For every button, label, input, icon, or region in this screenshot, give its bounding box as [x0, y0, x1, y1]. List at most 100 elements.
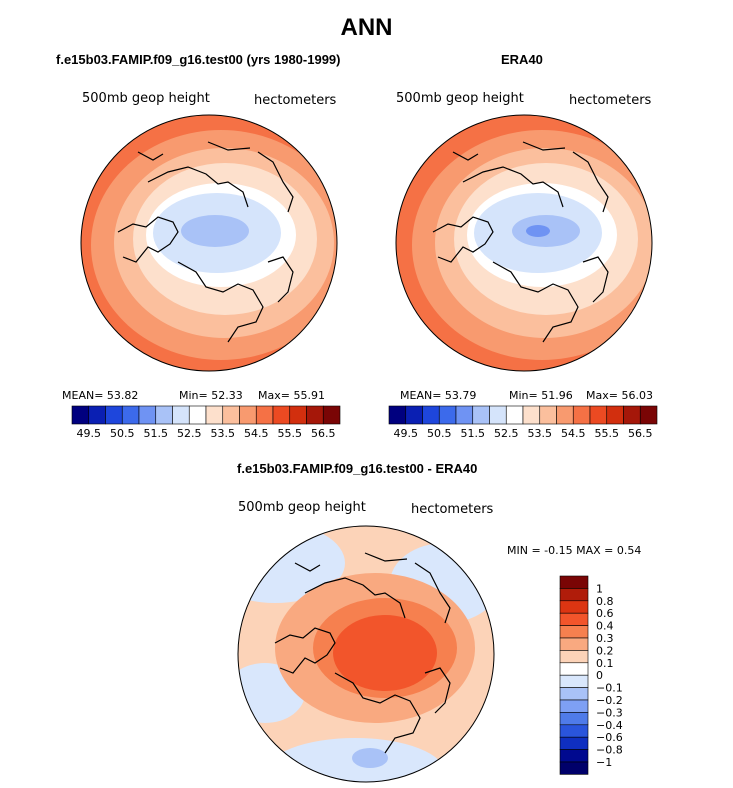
contour-fill-group [81, 115, 337, 371]
colorbar-2-swatch [489, 405, 507, 425]
panel-1-polar-map [80, 114, 338, 372]
colorbar-2-swatch [422, 405, 440, 425]
colorbar-1-swatch [239, 405, 257, 425]
panel-1-units-label: hectometers [254, 93, 337, 108]
colorbar-2-tick-label: 56.5 [628, 427, 653, 440]
colorbar-3-swatch [559, 612, 589, 626]
colorbar-3-swatch [559, 699, 589, 713]
panel-1-min-stat: Min= 52.33 [179, 389, 243, 402]
colorbar-1-swatch [222, 405, 240, 425]
panel-2-min-stat: Min= 51.96 [509, 389, 573, 402]
panel-2-mean-stat: MEAN= 53.79 [400, 389, 477, 402]
colorbar-3-tick-label: 1 [596, 582, 603, 595]
colorbar-1-swatch [289, 405, 307, 425]
colorbar-1-tick-label: 53.5 [211, 427, 236, 440]
colorbar-3-tick-label: −0.1 [596, 682, 623, 695]
colorbar-2-swatch [455, 405, 474, 425]
panel-3-title: f.e15b03.FAMIP.f09_g16.test00 - ERA40 [237, 461, 478, 476]
colorbar-1-tick-label: 50.5 [110, 427, 135, 440]
colorbar-3-tick-label: 0.4 [596, 620, 614, 633]
colorbar-1-swatch [71, 405, 90, 425]
colorbar-2-swatch [589, 405, 608, 425]
colorbar-2-swatch [606, 405, 624, 425]
colorbar-3-swatch [559, 600, 589, 614]
colorbar-2-swatch [623, 405, 641, 425]
panel-3-colorbar: 10.80.60.40.30.20.10−0.1−0.2−0.3−0.4−0.6… [559, 575, 623, 775]
colorbar-3-swatch [559, 588, 589, 602]
colorbar-1-swatch [306, 405, 324, 425]
colorbar-1-tick-label: 52.5 [177, 427, 202, 440]
colorbar-1-tick-label: 54.5 [244, 427, 269, 440]
colorbar-3-tick-label: 0.2 [596, 644, 614, 657]
colorbar-2-tick-label: 51.5 [461, 427, 486, 440]
colorbar-2-tick-label: 55.5 [595, 427, 620, 440]
colorbar-1-swatch [255, 405, 274, 425]
panel-2-colorbar: 49.5 50.5 51.5 52.5 53.5 54.5 55.5 56.5 [388, 405, 658, 440]
colorbar-2-tick-label: 53.5 [528, 427, 553, 440]
colorbar-3-swatch [559, 687, 589, 701]
colorbar-2-swatch [388, 405, 407, 425]
colorbar-3-tick-label: 0 [596, 669, 603, 682]
colorbar-2-tick-label: 54.5 [561, 427, 586, 440]
colorbar-3-swatch [559, 736, 589, 750]
colorbar-3-tick-label: −0.6 [596, 731, 623, 744]
colorbar-1-tick-label: 55.5 [278, 427, 303, 440]
colorbar-3-tick-label: 0.8 [596, 595, 614, 608]
colorbar-3-swatch [559, 662, 589, 676]
colorbar-2-swatch [639, 405, 658, 425]
colorbar-3-swatch [559, 674, 589, 688]
panel-3-minmax-stat: MIN = -0.15 MAX = 0.54 [507, 544, 642, 557]
colorbar-3-swatch [559, 749, 589, 763]
colorbar-2-swatch [522, 405, 541, 425]
colorbar-2-swatch [505, 405, 524, 425]
colorbar-3-tick-label: −0.2 [596, 694, 623, 707]
colorbar-1-swatch [138, 405, 157, 425]
colorbar-1-swatch [172, 405, 190, 425]
colorbar-3-tick-label: 0.1 [596, 657, 614, 670]
panel-3-variable-label: 500mb geop height [238, 500, 366, 515]
colorbar-2-swatch [405, 405, 423, 425]
panel-2-polar-map [395, 114, 653, 372]
colorbar-1-swatch [121, 405, 140, 425]
colorbar-1-tick-label: 49.5 [77, 427, 102, 440]
contour-fill-group [396, 115, 652, 371]
colorbar-3-swatch [559, 637, 589, 651]
panel-2-title: ERA40 [501, 52, 543, 67]
colorbar-1-swatch [88, 405, 106, 425]
colorbar-1-swatch [105, 405, 123, 425]
colorbar-3-swatch [559, 625, 589, 639]
colorbar-1-swatch [188, 405, 207, 425]
colorbar-1-swatch [322, 405, 341, 425]
colorbar-3-tick-label: 0.6 [596, 607, 614, 620]
colorbar-1-swatch [155, 405, 173, 425]
colorbar-1-swatch [272, 405, 291, 425]
colorbar-2-swatch [438, 405, 457, 425]
panel-3-polar-map [237, 525, 495, 783]
colorbar-3-swatch [559, 650, 589, 664]
colorbar-3-swatch [559, 761, 589, 775]
colorbar-2-tick-label: 52.5 [494, 427, 519, 440]
panel-1-title: f.e15b03.FAMIP.f09_g16.test00 (yrs 1980-… [56, 52, 341, 67]
colorbar-3-tick-label: 0.3 [596, 632, 614, 645]
colorbar-3-tick-label: −0.3 [596, 706, 623, 719]
panel-2-max-stat: Max= 56.03 [586, 389, 653, 402]
colorbar-3-swatch [559, 712, 589, 726]
colorbar-3-tick-label: −0.8 [596, 744, 623, 757]
figure-title: ANN [340, 14, 393, 41]
panel-1-variable-label: 500mb geop height [82, 91, 210, 106]
panel-1-colorbar: 49.5 50.5 51.5 52.5 53.5 54.5 55.5 56.5 [71, 405, 341, 440]
colorbar-1-swatch [205, 405, 224, 425]
colorbar-2-tick-label: 49.5 [394, 427, 419, 440]
panel-2-units-label: hectometers [569, 93, 652, 108]
panel-1-mean-stat: MEAN= 53.82 [62, 389, 139, 402]
panel-1-max-stat: Max= 55.91 [258, 389, 325, 402]
colorbar-2-swatch [572, 405, 591, 425]
colorbar-2-tick-label: 50.5 [427, 427, 452, 440]
panel-2-variable-label: 500mb geop height [396, 91, 524, 106]
colorbar-3-tick-label: −0.4 [596, 719, 623, 732]
colorbar-2-swatch [556, 405, 574, 425]
colorbar-3-tick-label: −1 [596, 756, 612, 769]
panel-3-units-label: hectometers [411, 502, 494, 517]
colorbar-1-tick-label: 51.5 [144, 427, 169, 440]
colorbar-1-tick-label: 56.5 [311, 427, 336, 440]
